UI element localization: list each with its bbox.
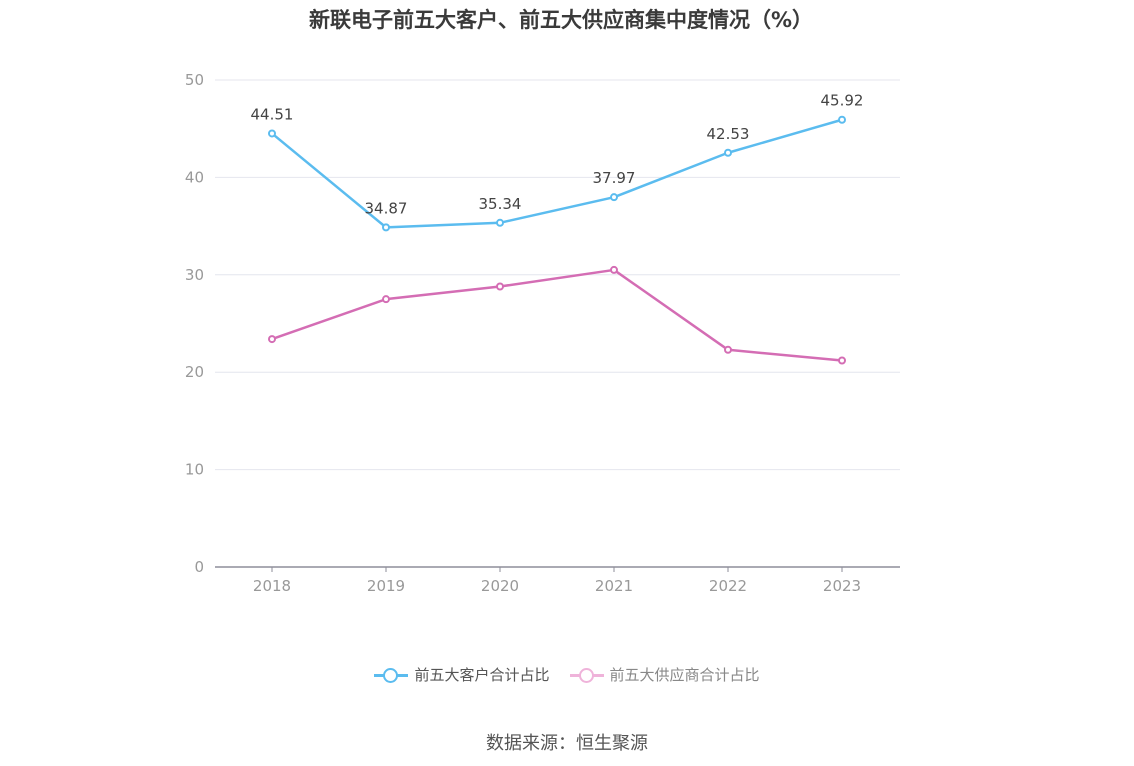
legend: 前五大客户合计占比 前五大供应商合计占比 bbox=[0, 664, 1134, 685]
legend-label-suppliers: 前五大供应商合计占比 bbox=[609, 666, 760, 684]
x-tick-label: 2023 bbox=[823, 577, 861, 595]
data-label: 37.97 bbox=[593, 169, 636, 187]
legend-label-customers: 前五大客户合计占比 bbox=[414, 666, 550, 684]
data-point-customers bbox=[838, 115, 846, 124]
legend-item-customers[interactable]: 前五大客户合计占比 bbox=[374, 664, 550, 685]
y-tick-label: 20 bbox=[185, 363, 204, 381]
data-point-customers bbox=[382, 223, 390, 232]
data-point-suppliers bbox=[268, 335, 276, 344]
data-label: 42.53 bbox=[707, 125, 750, 143]
series-line-customers bbox=[271, 118, 843, 229]
data-point-suppliers bbox=[496, 282, 504, 291]
source-note: 数据来源：恒生聚源 bbox=[486, 733, 648, 754]
x-tick-label: 2020 bbox=[481, 577, 519, 595]
data-label: 44.51 bbox=[251, 105, 294, 123]
legend-marker-customers bbox=[374, 667, 409, 683]
data-point-customers bbox=[496, 218, 504, 227]
legend-marker-suppliers bbox=[569, 667, 604, 683]
y-tick-label: 50 bbox=[185, 71, 204, 89]
data-point-suppliers bbox=[724, 345, 732, 354]
legend-item-suppliers[interactable]: 前五大供应商合计占比 bbox=[569, 664, 760, 685]
y-tick-label: 10 bbox=[185, 461, 204, 479]
x-tick-label: 2019 bbox=[367, 577, 405, 595]
x-tick-label: 2021 bbox=[595, 577, 633, 595]
data-point-customers bbox=[610, 193, 618, 202]
x-tick-label: 2018 bbox=[253, 577, 291, 595]
data-point-suppliers bbox=[382, 295, 390, 304]
chart-title: 新联电子前五大客户、前五大供应商集中度情况（%） bbox=[308, 8, 814, 32]
y-tick-label: 30 bbox=[185, 266, 204, 284]
data-label: 45.92 bbox=[821, 92, 864, 110]
data-point-customers bbox=[724, 148, 732, 157]
data-label: 35.34 bbox=[479, 195, 522, 213]
x-tick-label: 2022 bbox=[709, 577, 747, 595]
y-tick-label: 0 bbox=[194, 558, 204, 576]
series-line-suppliers bbox=[271, 268, 843, 362]
data-point-suppliers bbox=[610, 265, 618, 274]
data-point-customers bbox=[268, 129, 276, 138]
data-point-suppliers bbox=[838, 356, 846, 365]
data-label: 34.87 bbox=[365, 199, 408, 217]
y-tick-label: 40 bbox=[185, 168, 204, 186]
